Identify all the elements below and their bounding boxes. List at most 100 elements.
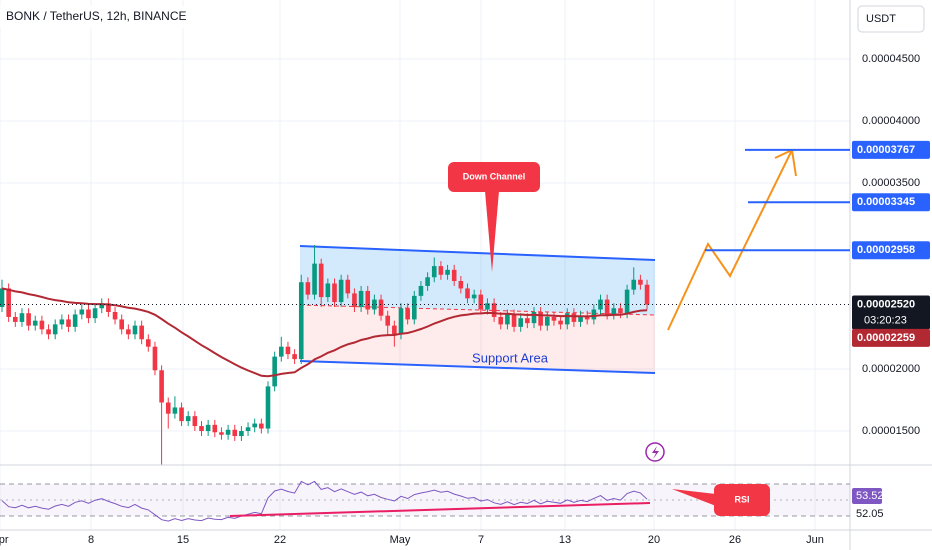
callout-text: Down Channel	[463, 171, 526, 181]
chart-title: BONK / TetherUS, 12h, BINANCE	[6, 9, 187, 23]
candle-body	[239, 431, 244, 436]
rsi-trendline	[229, 502, 651, 517]
candle-body	[505, 314, 510, 325]
x-tick-label: 20	[648, 534, 660, 546]
event-icon-bolt	[652, 446, 659, 459]
candle-body	[445, 269, 450, 275]
candle-body	[139, 325, 144, 340]
candle-body	[604, 299, 610, 315]
candle-body	[372, 299, 377, 310]
candle-body	[511, 314, 517, 327]
x-tick-label: 26	[729, 534, 741, 546]
candle-body	[631, 279, 637, 290]
candle-body	[112, 311, 118, 320]
rsi-panel	[1, 480, 648, 522]
candle-body	[405, 308, 410, 320]
candle-body	[179, 407, 184, 422]
candle-body	[638, 279, 643, 285]
x-tick-label: 8	[88, 534, 94, 546]
callout-box	[448, 162, 540, 192]
candle-body	[518, 318, 523, 327]
candle-body	[332, 283, 337, 303]
candle-body	[471, 294, 477, 299]
y-tick-label: 0.00004000	[862, 115, 920, 127]
candle-body	[192, 416, 198, 427]
x-tick-label: 15	[177, 534, 189, 546]
candle-body	[66, 319, 71, 327]
candle-body	[72, 314, 78, 327]
candle-body	[106, 303, 111, 312]
candle-body	[59, 319, 65, 325]
x-tick-label: May	[390, 534, 411, 546]
candle-body	[0, 288, 5, 308]
candle-body	[219, 432, 224, 435]
x-tick-label: Jun	[806, 534, 824, 546]
candle-body	[558, 320, 563, 325]
support-label: Support Area	[472, 350, 549, 365]
candle-body	[578, 315, 583, 322]
ma-price-tag	[852, 328, 930, 347]
candle-body	[46, 329, 51, 335]
currency-button[interactable]	[857, 5, 925, 33]
candle-body	[86, 309, 91, 319]
candle-body	[538, 311, 543, 326]
candle-body	[318, 263, 324, 298]
candle-body	[298, 282, 304, 360]
rsi-tag-label: 53.52	[856, 490, 884, 502]
title-backdrop	[0, 6, 200, 28]
y-tick-label: 0.00001500	[862, 425, 920, 437]
price-axis: 0.00004500 0.00004000 0.00003500 0.00002000…	[852, 53, 930, 520]
candle-body	[26, 313, 31, 326]
price-tag-label: 0.00003345	[857, 196, 915, 208]
candle-body	[412, 295, 417, 320]
grid	[0, 0, 850, 530]
candle-body	[458, 280, 464, 289]
candle-body	[352, 293, 357, 308]
price-tag-label: 0.00002958	[857, 244, 915, 256]
projection-arrow-head	[774, 149, 793, 159]
candle-body	[119, 319, 124, 330]
candle-body	[252, 423, 257, 428]
last-price-label: 0.00002520	[857, 298, 915, 310]
candle-body	[551, 316, 557, 321]
candle-body	[259, 423, 264, 429]
channel-top	[299, 245, 656, 261]
candle-body	[431, 266, 437, 278]
candle-body	[425, 277, 430, 286]
candle-body	[305, 282, 311, 295]
candle-body	[365, 290, 371, 310]
candle-body	[52, 324, 58, 335]
candle-body	[485, 303, 490, 310]
rsi-callout-pointer	[672, 489, 716, 506]
last-price-tag	[852, 295, 930, 330]
candle-body	[438, 266, 444, 275]
x-tick-label: 22	[274, 534, 286, 546]
projection-arrow-head	[791, 149, 797, 177]
countdown-label: 03:20:23	[864, 314, 907, 326]
candle-body	[571, 313, 577, 322]
candle-body	[272, 356, 277, 387]
candle-body	[498, 316, 504, 325]
projection-path	[667, 149, 793, 331]
candle-body	[525, 318, 530, 324]
candle-body	[624, 289, 630, 314]
candle-body	[126, 329, 131, 335]
y-tick-label: 0.00002000	[862, 363, 920, 375]
channel-upper-fill	[300, 246, 655, 315]
candle-body	[32, 320, 38, 326]
candle-body	[159, 370, 164, 403]
candle-body	[6, 288, 11, 317]
candle-body	[491, 303, 497, 317]
ma-price-label: 0.00002259	[857, 332, 915, 344]
rsi-callout-text: RSI	[734, 494, 749, 504]
y-tick-label: 0.00003500	[862, 177, 920, 189]
candle-body	[132, 325, 138, 335]
candle-body	[13, 316, 18, 322]
rsi-callout-box	[714, 484, 770, 516]
rsi-tag	[852, 488, 882, 504]
candle-body	[285, 346, 291, 355]
price-tag	[852, 140, 930, 159]
x-tick-label: Apr	[0, 534, 9, 546]
candle-body	[644, 284, 650, 305]
